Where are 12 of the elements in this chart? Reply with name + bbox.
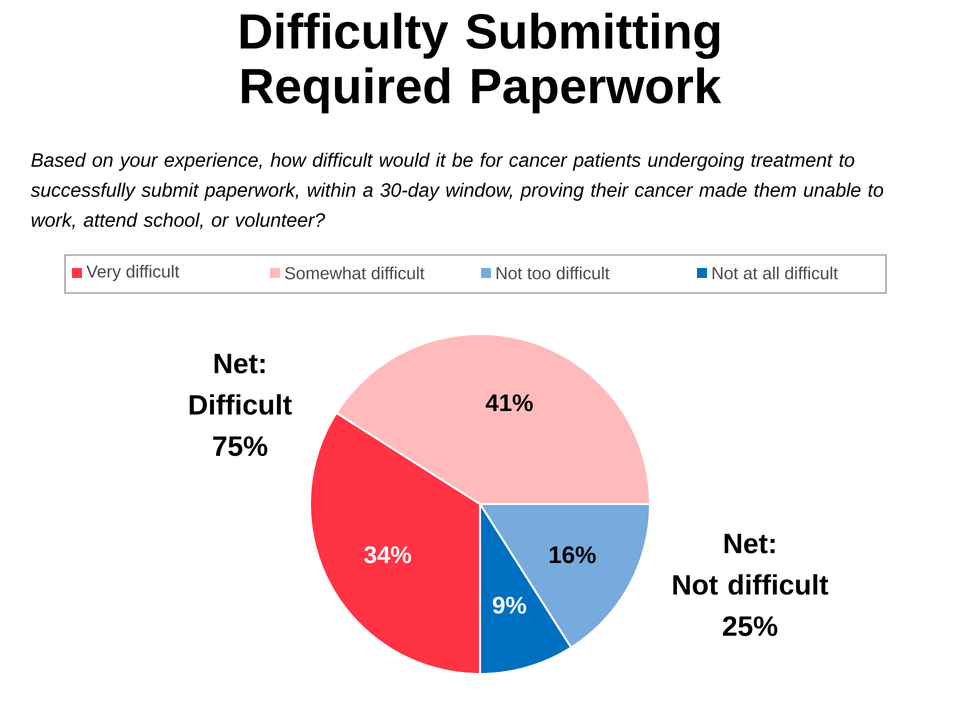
chart-subtitle: Based on your experience, how difficult would it be for cancer patients undergoing treatment to successfully submit paperwork, within a 30-day window, proving their cancer made them unable to work, attend school, or volunteer? <box>30 152 884 230</box>
data-label: 9% <box>492 596 526 614</box>
text: Net: Difficult 75% <box>190 354 292 456</box>
chart-title: Difficulty Submitting Required Paperwork <box>240 12 722 114</box>
legend-label: Not at all difficult <box>712 266 838 280</box>
data-label: 16% <box>550 546 596 564</box>
legend-label: Very difficult <box>86 264 180 282</box>
legend-label: Somewhat difficult <box>285 266 424 280</box>
legend-label: Not too difficult <box>496 266 610 280</box>
data-label: 41% <box>486 394 533 412</box>
text: Net: Not difficult 25% <box>673 534 828 636</box>
data-label: 34% <box>364 546 412 564</box>
